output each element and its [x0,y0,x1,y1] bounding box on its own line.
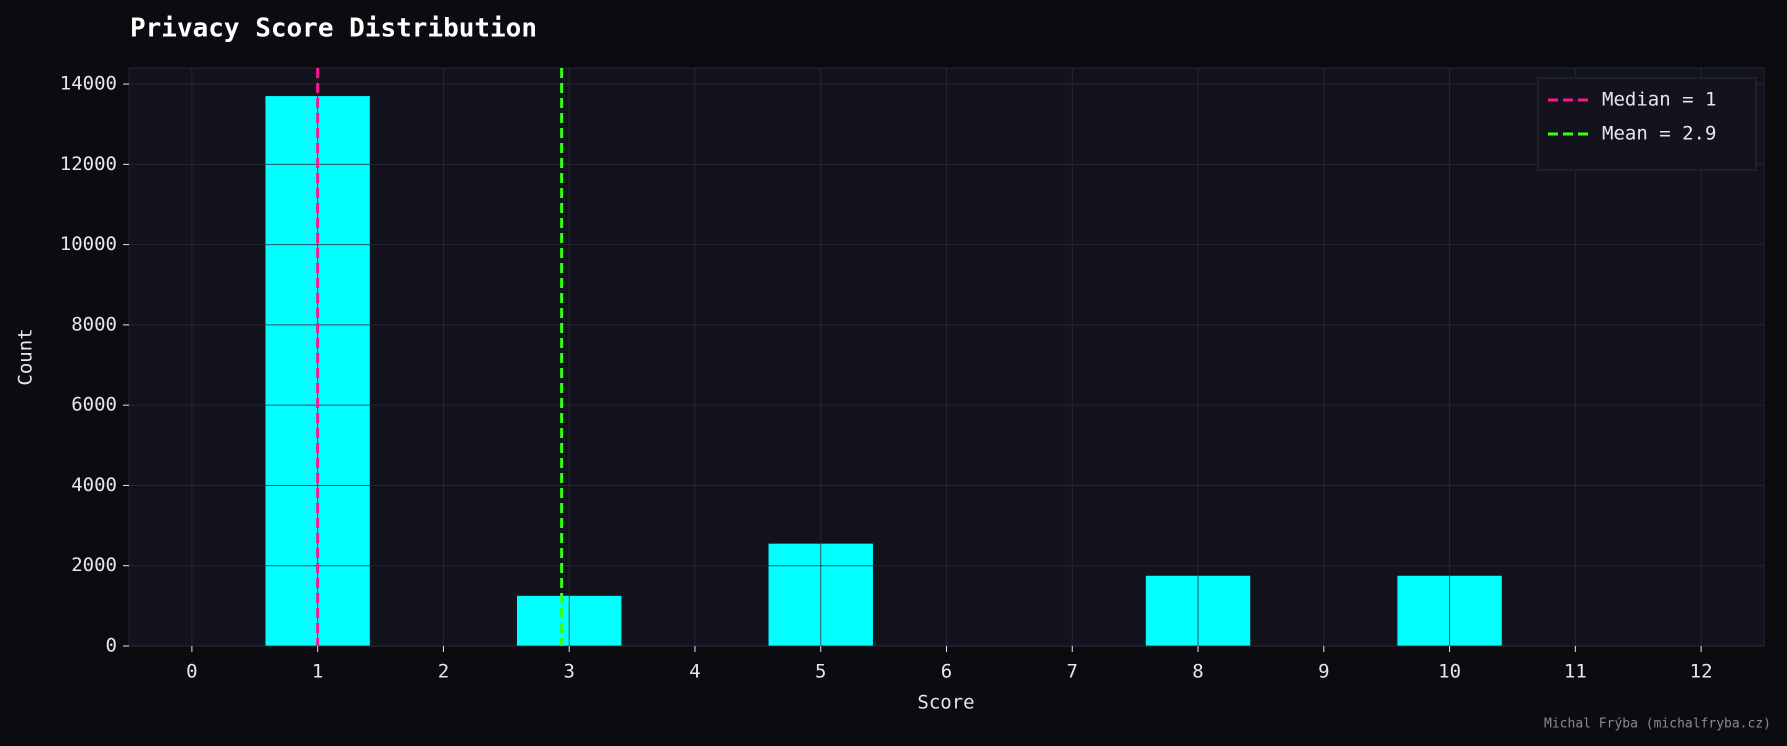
chart-title: Privacy Score Distribution [130,14,537,44]
x-tick-label: 10 [1438,661,1461,683]
legend-box [1537,77,1757,171]
x-tick-label: 1 [312,661,323,683]
x-tick-label: 11 [1564,661,1587,683]
y-tick-label: 8000 [71,313,117,335]
x-tick-label: 2 [438,661,449,683]
x-tick-label: 0 [186,661,197,683]
x-tick-label: 3 [563,661,574,683]
x-tick-label: 5 [815,661,826,683]
y-tick-label: 4000 [71,474,117,496]
y-tick-label: 2000 [71,554,117,576]
y-tick-label: 10000 [60,233,117,255]
credit: Michal Frýba (michalfryba.cz) [1544,717,1771,732]
x-tick-label: 12 [1690,661,1713,683]
y-tick-label: 6000 [71,394,117,416]
y-tick-label: 0 [106,635,117,657]
x-tick-label: 7 [1067,661,1078,683]
y-axis-label: Count [15,328,37,385]
x-tick-label: 9 [1318,661,1329,683]
x-tick-label: 4 [689,661,700,683]
x-axis-label: Score [917,692,974,714]
x-tick-label: 8 [1192,661,1203,683]
y-tick-label: 12000 [60,153,117,175]
legend-label: Mean = 2.9 [1602,123,1716,145]
x-tick-label: 6 [941,661,952,683]
y-tick-label: 14000 [60,73,117,95]
legend-label: Median = 1 [1602,89,1716,111]
